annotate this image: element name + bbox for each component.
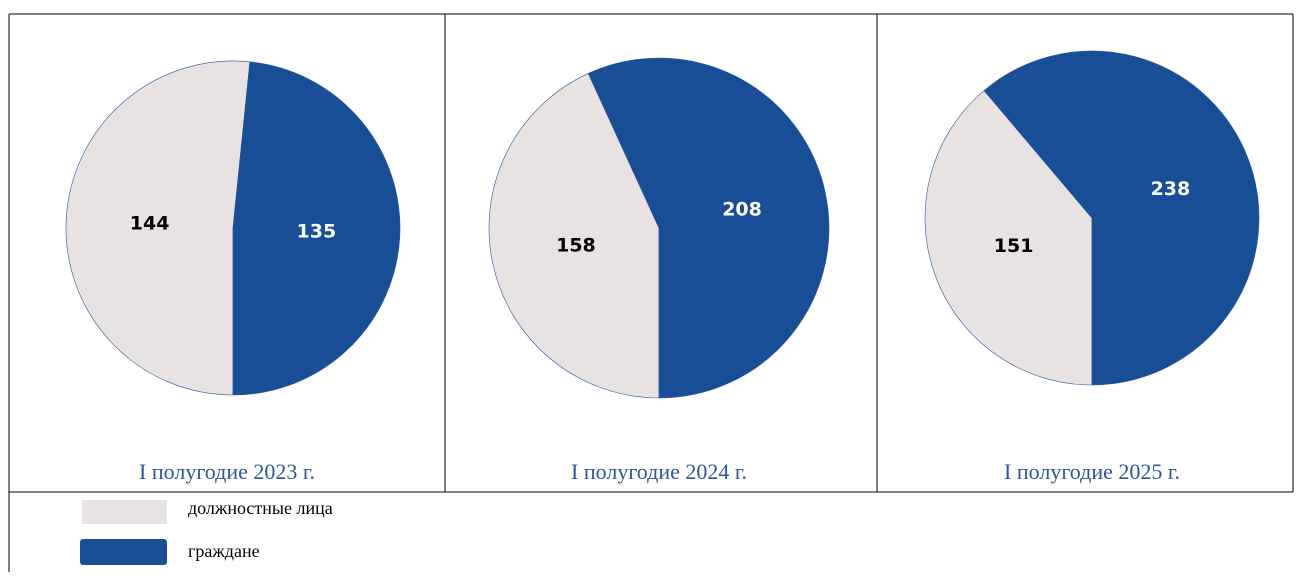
data-label: 144 [130, 212, 170, 234]
data-label: 135 [297, 221, 337, 243]
data-label: 158 [556, 235, 596, 257]
pie-slice [924, 90, 1093, 386]
chart-caption: I полугодие 2025 г. [1004, 459, 1180, 484]
pie-slice [232, 61, 401, 396]
legend-label: граждане [188, 541, 260, 561]
legend-swatch [80, 539, 167, 565]
chart-caption: I полугодие 2023 г. [139, 459, 315, 484]
legend-swatch [82, 500, 167, 524]
data-label: 208 [722, 198, 762, 220]
legend-label: должностные лица [188, 498, 333, 518]
pie-slice [65, 60, 251, 396]
pie-slice [587, 57, 830, 399]
data-label: 151 [994, 235, 1034, 257]
data-label: 238 [1151, 178, 1191, 200]
pie-slice [983, 50, 1260, 386]
pie-slice [488, 73, 660, 399]
chart-caption: I полугодие 2024 г. [571, 459, 747, 484]
